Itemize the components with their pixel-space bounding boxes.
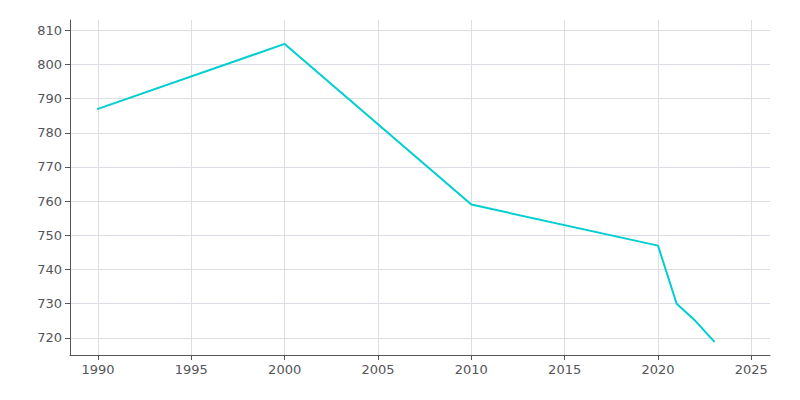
svg-text:800: 800 [37, 57, 62, 72]
svg-text:760: 760 [37, 194, 62, 209]
svg-text:1995: 1995 [175, 362, 208, 377]
svg-text:720: 720 [37, 330, 62, 345]
svg-text:2020: 2020 [641, 362, 674, 377]
svg-text:790: 790 [37, 91, 62, 106]
svg-text:770: 770 [37, 159, 62, 174]
svg-text:2015: 2015 [548, 362, 581, 377]
svg-text:730: 730 [37, 296, 62, 311]
svg-text:2005: 2005 [361, 362, 394, 377]
svg-text:2025: 2025 [735, 362, 768, 377]
svg-text:750: 750 [37, 228, 62, 243]
svg-text:810: 810 [37, 23, 62, 38]
svg-text:2010: 2010 [455, 362, 488, 377]
svg-text:2000: 2000 [268, 362, 301, 377]
svg-text:1990: 1990 [81, 362, 114, 377]
svg-text:740: 740 [37, 262, 62, 277]
svg-text:780: 780 [37, 125, 62, 140]
